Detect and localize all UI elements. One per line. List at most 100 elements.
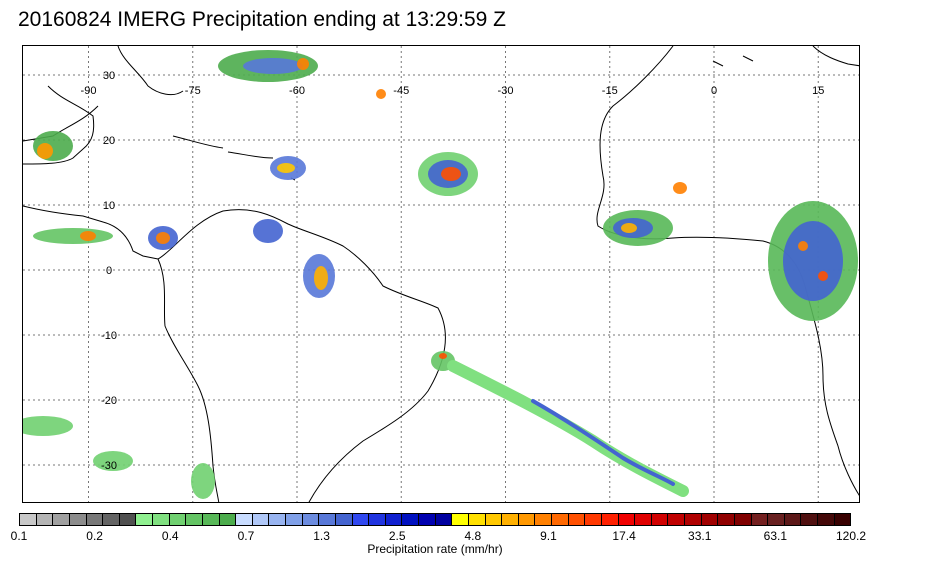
colorbar-cell <box>369 513 386 526</box>
colorbar-tick-label: 17.4 <box>612 529 636 543</box>
colorbar-cell <box>651 513 669 526</box>
colorbar-cell <box>468 513 486 526</box>
colorbar-cell <box>485 513 503 526</box>
colorbar-cell <box>818 513 835 526</box>
precip-cell <box>37 143 53 159</box>
map-canvas: -90 -75 -60 -45 -30 -15 0 15 30 20 10 0 -10 -20 -30 <box>23 46 859 502</box>
colorbar-cell <box>302 513 320 526</box>
colorbar-tick-label: 120.2 <box>835 529 867 543</box>
precip-cell <box>33 228 113 244</box>
colorbar-cell <box>601 513 619 526</box>
colorbar-tick-label: 4.8 <box>464 529 482 543</box>
colorbar-cell <box>269 513 286 526</box>
colorbar-cell <box>219 513 237 526</box>
colorbar-tick-label: 0.4 <box>161 529 179 543</box>
colorbar-cell <box>69 513 87 526</box>
longitude-label: -45 <box>393 85 409 97</box>
colorbar-tick-label: 0.2 <box>86 529 103 543</box>
colorbar-cell <box>186 513 203 526</box>
longitude-label: -60 <box>289 85 305 97</box>
colorbar-cell <box>718 513 735 526</box>
latitude-label: -30 <box>101 460 117 472</box>
precip-cell <box>297 58 309 70</box>
precip-cell <box>191 463 215 499</box>
colorbar-cell <box>286 513 303 526</box>
colorbar-cell <box>502 513 519 526</box>
colorbar-cell <box>668 513 685 526</box>
longitude-label: 0 <box>711 85 717 97</box>
colorbar-cell <box>834 513 852 526</box>
colorbar-cell <box>319 513 336 526</box>
colorbar-cell <box>435 513 453 526</box>
precip-cell <box>621 223 637 233</box>
colorbar-cell <box>335 513 353 526</box>
latitude-label: -20 <box>101 395 117 407</box>
latitude-label: 0 <box>106 265 112 277</box>
latitude-label: 30 <box>103 70 115 82</box>
colorbar-cell <box>53 513 70 526</box>
colorbar-cell <box>751 513 769 526</box>
precip-cell <box>783 221 843 301</box>
colorbar-cell <box>801 513 818 526</box>
colorbar-cell <box>452 513 469 526</box>
colorbar-tick-label: 9.1 <box>540 529 557 543</box>
colorbar-cell <box>685 513 702 526</box>
colorbar-cell <box>202 513 220 526</box>
precip-cell <box>277 163 295 173</box>
colorbar-cell <box>385 513 403 526</box>
colorbar-cell <box>552 513 569 526</box>
south-america-coastline <box>157 209 446 502</box>
caribbean-islands <box>172 135 296 181</box>
longitude-label: -90 <box>81 85 97 97</box>
precip-cell <box>314 266 328 290</box>
colorbar-tick-label: 63.1 <box>763 529 788 543</box>
colorbar-cell <box>419 513 436 526</box>
colorbar-cell <box>19 513 37 526</box>
precipitation-map[interactable]: -90 -75 -60 -45 -30 -15 0 15 30 20 10 0 -10 -20 -30 <box>22 45 860 503</box>
precip-cell <box>80 231 96 241</box>
colorbar-cell <box>701 513 719 526</box>
colorbar-cell <box>618 513 636 526</box>
colorbar-cell <box>352 513 370 526</box>
colorbar-cell <box>236 513 253 526</box>
north-america-coastline <box>23 46 184 260</box>
colorbar-cell <box>585 513 602 526</box>
longitude-label: -15 <box>602 85 618 97</box>
colorbar-cell <box>784 513 802 526</box>
frontal-precip-band <box>447 360 689 497</box>
colorbar-cell <box>518 513 536 526</box>
colorbar-cell <box>768 513 785 526</box>
precip-cell <box>93 451 133 471</box>
precip-cell <box>243 58 303 74</box>
precip-cell <box>673 182 687 194</box>
colorbar-cell <box>402 513 419 526</box>
colorbar-cell <box>734 513 752 526</box>
latitude-label: 10 <box>103 200 115 212</box>
precip-cell <box>798 241 808 251</box>
colorbar-cell <box>86 513 104 526</box>
colorbar-cell <box>136 513 153 526</box>
colorbar-cell <box>252 513 270 526</box>
colorbar-cell <box>169 513 187 526</box>
africa-coastline <box>596 46 859 496</box>
precipitation-cells <box>23 50 858 499</box>
latitude-label: -10 <box>101 330 117 342</box>
longitude-label: 15 <box>812 85 824 97</box>
precip-cell <box>253 219 283 243</box>
colorbar-tick-label: 0.1 <box>10 529 28 543</box>
coastlines <box>23 46 859 502</box>
colorbar-cell <box>103 513 120 526</box>
precip-cell <box>441 167 461 181</box>
colorbar-cell <box>119 513 137 526</box>
colorbar-cell <box>36 513 54 526</box>
map-gridlines <box>23 46 859 502</box>
longitude-label: -30 <box>498 85 514 97</box>
frontal-band-core <box>531 399 675 486</box>
longitude-labels: -90 -75 -60 -45 -30 -15 0 15 <box>81 85 825 97</box>
precip-cell <box>439 353 447 359</box>
latitude-label: 20 <box>103 135 115 147</box>
colorbar-cell <box>153 513 170 526</box>
precipitation-colorbar <box>19 513 852 526</box>
colorbar-cell <box>535 513 552 526</box>
colorbar-caption: Precipitation rate (mm/hr) <box>367 542 503 556</box>
